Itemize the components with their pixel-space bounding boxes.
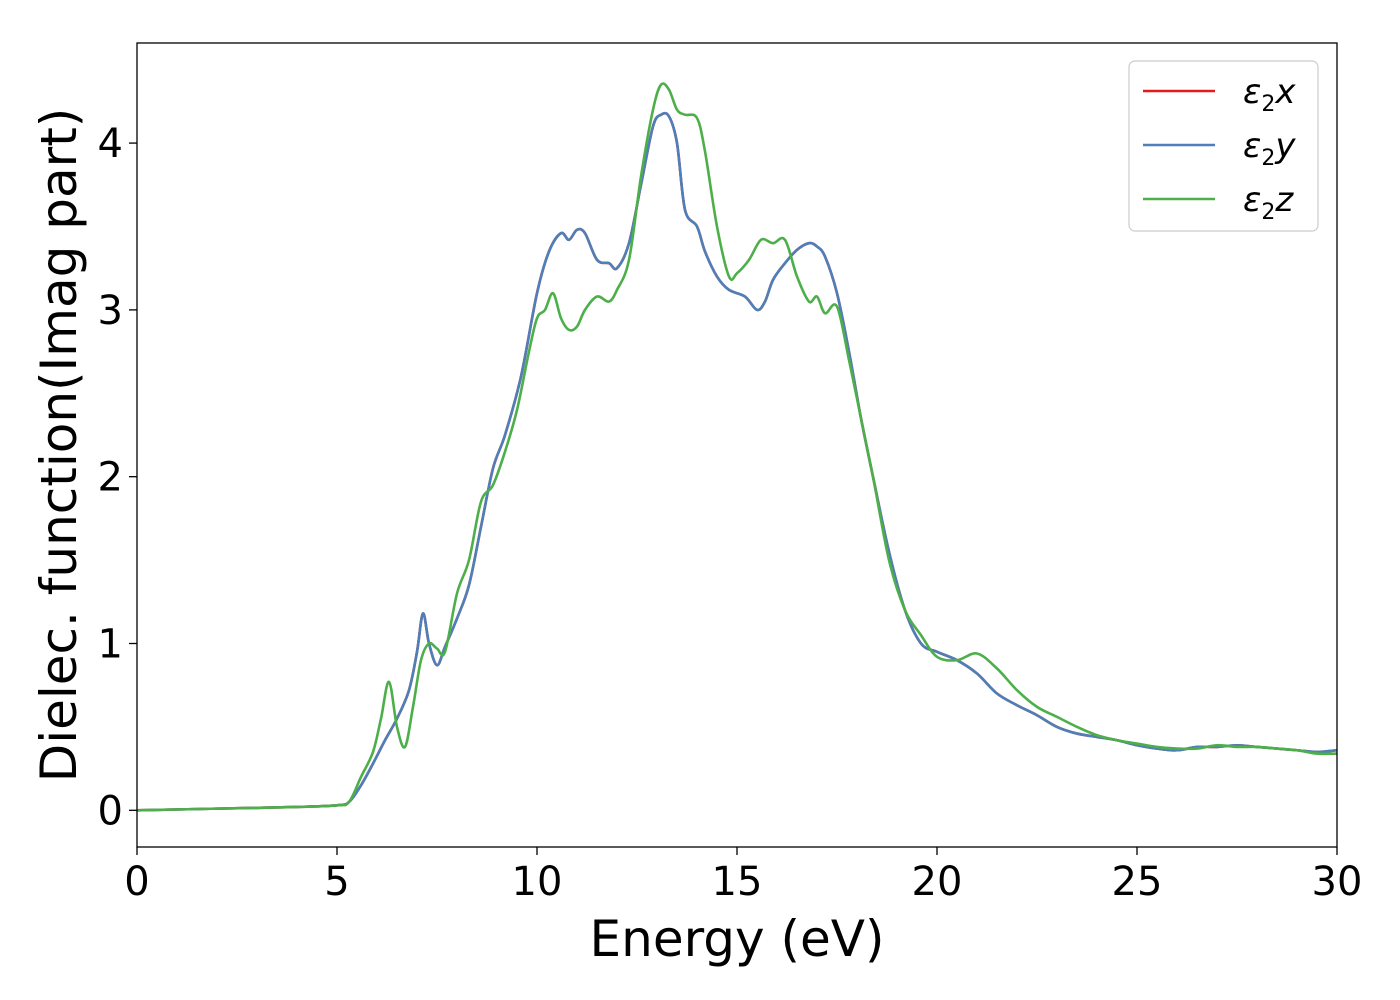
x-tick-label: 15 — [712, 859, 763, 905]
legend-label-z: ε2z — [1243, 180, 1294, 225]
legend-box — [1128, 60, 1319, 232]
x-tick-label: 20 — [912, 859, 963, 905]
x-tick-label: 5 — [324, 859, 349, 905]
y-tick-label: 1 — [98, 621, 123, 667]
x-axis: 0 5 10 15 20 25 30 — [124, 847, 1362, 905]
y-axis-title: Dielec. function(Imag part) — [30, 108, 88, 783]
series-line-z — [137, 82, 1337, 812]
x-tick-label: 0 — [124, 859, 149, 905]
y-tick-label: 3 — [98, 288, 123, 334]
x-tick-label: 25 — [1112, 859, 1163, 905]
y-tick-label: 4 — [98, 121, 123, 167]
x-tick-label: 30 — [1312, 859, 1363, 905]
legend-label-y: ε2y — [1243, 126, 1296, 171]
legend: ε2x ε2y ε2z — [1128, 60, 1319, 232]
y-axis: 0 1 2 3 4 — [98, 121, 137, 834]
legend-label-x: ε2x — [1243, 72, 1296, 117]
x-axis-title: Energy (eV) — [590, 910, 885, 968]
y-tick-label: 2 — [98, 455, 123, 501]
series-line-y — [137, 111, 1337, 812]
series-layer — [137, 82, 1337, 812]
y-tick-label: 0 — [98, 788, 123, 834]
x-tick-label: 10 — [512, 859, 563, 905]
